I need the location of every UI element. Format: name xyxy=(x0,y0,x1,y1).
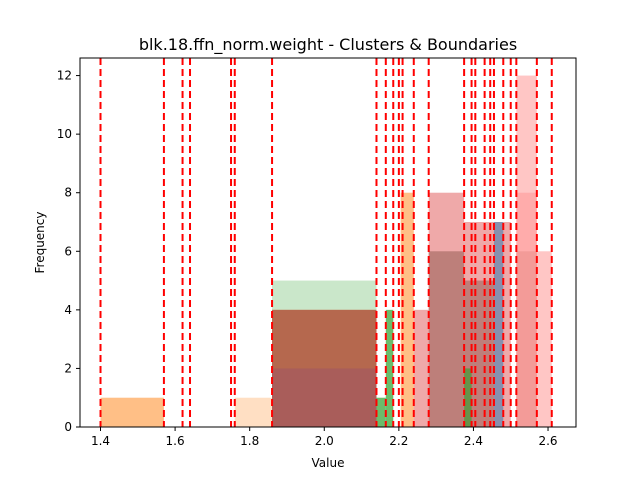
y-tick-label-0: 0 xyxy=(64,420,72,434)
y-axis-label: Frequency xyxy=(33,212,47,274)
x-tick-label-2: 1.8 xyxy=(240,434,259,448)
x-tick-label-5: 2.4 xyxy=(464,434,483,448)
histogram-bar-8-0 xyxy=(464,368,472,427)
histogram-bar-3-1 xyxy=(385,309,394,427)
histogram-bar-6-3 xyxy=(484,280,494,427)
x-tick-label-1: 1.6 xyxy=(166,434,185,448)
y-tick-label-6: 12 xyxy=(57,69,72,83)
histogram-bar-9-2 xyxy=(536,251,552,427)
y-tick-label-2: 4 xyxy=(64,303,72,317)
histogram-bar-9-1 xyxy=(516,192,537,427)
y-tick-label-4: 8 xyxy=(64,186,72,200)
histogram-bars xyxy=(100,75,552,428)
histogram-bar-2-0 xyxy=(100,397,164,427)
x-tick-label-0: 1.4 xyxy=(91,434,110,448)
histogram-bar-6-0 xyxy=(272,309,377,427)
x-tick-label-6: 2.6 xyxy=(538,434,557,448)
y-axis-ticks: 0 2 4 6 8 10 12 xyxy=(57,69,80,434)
cluster-boundaries xyxy=(99,58,553,427)
plot-frame xyxy=(79,57,577,428)
histogram-bar-6-1 xyxy=(428,251,465,427)
y-tick-label-3: 6 xyxy=(64,244,72,258)
histogram-bar-7-0 xyxy=(493,222,504,427)
histogram-bar-1-0 xyxy=(234,397,273,427)
chart-title: blk.18.ffn_norm.weight - Clusters & Boun… xyxy=(139,35,517,55)
x-tick-label-4: 2.2 xyxy=(389,434,408,448)
x-tick-label-3: 2.0 xyxy=(315,434,334,448)
y-tick-label-1: 2 xyxy=(64,361,72,375)
histogram-bar-2-2 xyxy=(400,192,414,427)
histogram-bar-3-0 xyxy=(376,397,386,427)
histogram-bar-5-1 xyxy=(413,309,429,427)
x-axis-label: Value xyxy=(312,456,345,470)
x-axis-ticks: 1.4 1.6 1.8 2.0 2.2 2.4 2.6 xyxy=(91,427,558,448)
y-tick-label-5: 10 xyxy=(57,127,72,141)
